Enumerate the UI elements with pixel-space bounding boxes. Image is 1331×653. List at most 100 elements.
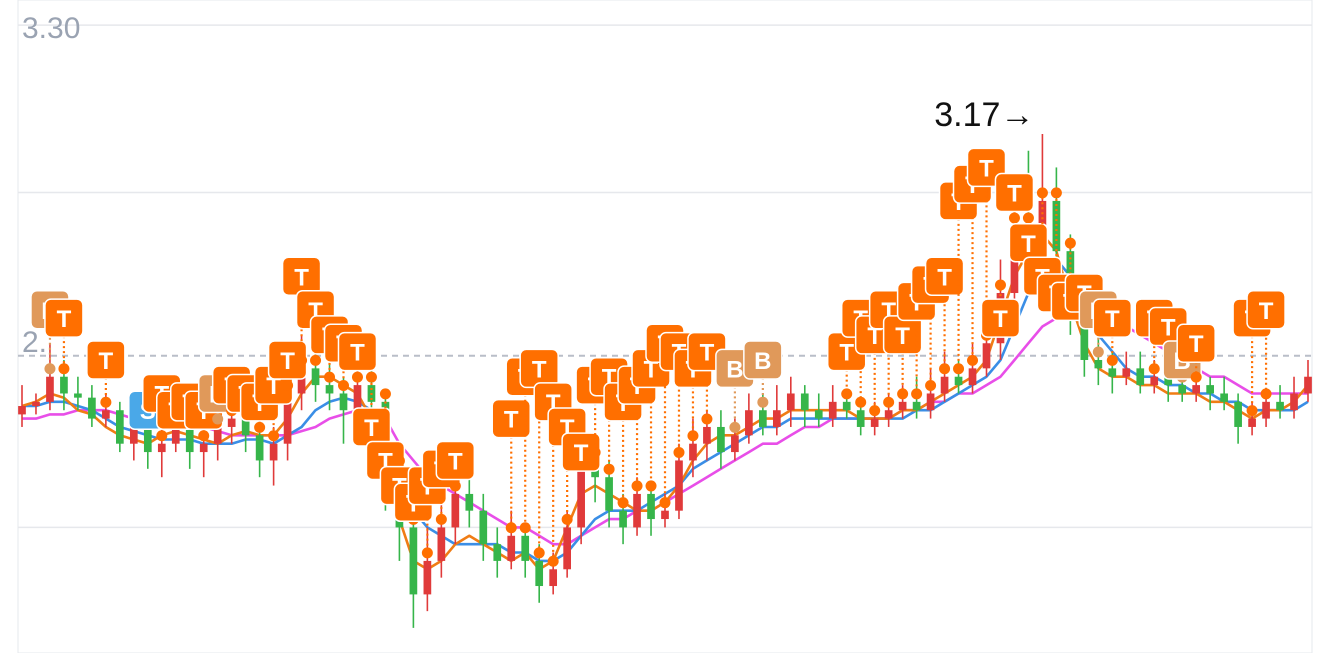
marker-label: T (867, 323, 882, 350)
marker-label: T (574, 440, 589, 467)
marker-label: T (350, 340, 365, 367)
signal-marker[interactable]: T (519, 348, 559, 559)
marker-dot (603, 463, 615, 475)
candle (521, 527, 530, 578)
signal-marker[interactable]: T (1246, 290, 1286, 400)
candle-body (18, 406, 26, 415)
candle-body (1262, 401, 1270, 419)
marker-label: T (1259, 298, 1274, 325)
signal-marker[interactable]: T (337, 331, 378, 383)
signal-marker[interactable]: T (281, 256, 322, 366)
candle-body (409, 527, 418, 595)
candle (1122, 351, 1131, 386)
candle-body (143, 426, 152, 453)
signal-marker[interactable]: T (267, 340, 308, 391)
marker-dot (365, 371, 377, 383)
signal-marker[interactable]: T (1008, 212, 1049, 263)
candle-body (465, 493, 474, 511)
marker-label: T (504, 407, 519, 434)
candle-body (772, 410, 781, 427)
marker-dot (883, 396, 895, 408)
signal-marker[interactable]: T (44, 298, 84, 375)
signal-marker[interactable]: T (561, 432, 601, 472)
candle (968, 343, 977, 394)
marker-dot (841, 388, 853, 400)
candle-body (800, 393, 809, 411)
marker-dot (1190, 371, 1202, 383)
marker-label: T (993, 306, 1008, 333)
marker-dot (1106, 354, 1118, 366)
max-price-annotation: 3.17→ (934, 96, 1034, 134)
marker-badge (743, 340, 783, 380)
candle (199, 435, 208, 478)
marker-label: B (726, 356, 743, 383)
y-tick-label: 3.30 (22, 12, 80, 45)
signal-marker[interactable]: T (994, 172, 1035, 224)
marker-dot (994, 279, 1006, 291)
marker-dot (282, 379, 294, 391)
marker-label: T (448, 448, 463, 475)
signal-marker[interactable]: T (980, 279, 1021, 338)
signal-marker[interactable]: T (351, 371, 392, 447)
candle-body (311, 368, 320, 386)
signal-marker[interactable]: B (743, 340, 783, 408)
marker-dot (617, 497, 629, 509)
candle-body (912, 401, 921, 411)
signal-marker[interactable]: T (1092, 298, 1133, 366)
candle (479, 493, 488, 561)
signal-marker[interactable]: T (924, 256, 965, 375)
candle-body (870, 418, 879, 427)
candle (1234, 393, 1242, 444)
candle-body (954, 376, 963, 386)
marker-label: T (280, 348, 295, 375)
candle (772, 385, 781, 436)
candle-body (1080, 318, 1089, 360)
marker-dot (296, 354, 308, 366)
candle-body (102, 410, 110, 419)
marker-layer: BTTSTTTTBTTTTTTTTTTTTTTTTTTTTTTTTTTTTTTT… (30, 147, 1286, 567)
marker-dot (869, 405, 881, 417)
marker-label: T (1161, 315, 1176, 342)
marker-dot (100, 396, 112, 408)
candle-body (1164, 376, 1173, 386)
candle-body (46, 376, 54, 402)
candle (116, 401, 124, 453)
marker-dot (1022, 212, 1034, 224)
marker-label: T (644, 356, 659, 383)
candle (647, 485, 655, 536)
candle-body (1248, 418, 1256, 427)
marker-dot (1246, 405, 1258, 417)
candle-body (185, 418, 194, 453)
candle-body (605, 477, 613, 511)
candle-body (1220, 393, 1228, 402)
marker-dot (911, 388, 923, 400)
marker-dot (156, 430, 168, 442)
candle-body (717, 426, 725, 453)
marker-badge (994, 172, 1035, 213)
candle-body (255, 435, 264, 461)
marker-dot (268, 430, 280, 442)
signal-marker[interactable]: T (491, 398, 531, 534)
candle-body (74, 393, 82, 398)
marker-badge (1092, 298, 1133, 338)
marker-dot (254, 421, 266, 433)
marker-badge (491, 398, 531, 439)
signal-marker[interactable]: T (435, 440, 476, 492)
marker-dot (44, 363, 56, 375)
candle-body (227, 418, 236, 427)
candle (1276, 385, 1284, 419)
marker-dot (1148, 363, 1160, 375)
candle-body (339, 393, 348, 411)
signal-marker[interactable]: T (1176, 323, 1216, 383)
marker-dot (673, 446, 685, 458)
candle (926, 368, 935, 419)
candle-body (1178, 385, 1187, 394)
marker-dot (855, 396, 867, 408)
candle (1220, 376, 1228, 411)
candle (800, 385, 809, 427)
signal-marker[interactable]: T (86, 340, 126, 408)
candle-body (1052, 200, 1061, 252)
candle-body (493, 544, 502, 561)
y-tick-label: 2. (22, 326, 47, 359)
signal-marker[interactable]: T (882, 315, 923, 400)
